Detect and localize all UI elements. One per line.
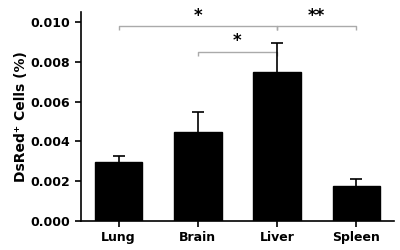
Text: *: * — [233, 32, 242, 50]
Bar — [174, 132, 222, 221]
Y-axis label: DsRed⁺ Cells (%): DsRed⁺ Cells (%) — [14, 51, 28, 182]
Bar — [253, 72, 301, 221]
Bar — [333, 186, 380, 221]
Bar — [95, 162, 142, 221]
Text: *: * — [194, 6, 202, 25]
Text: **: ** — [308, 6, 325, 25]
